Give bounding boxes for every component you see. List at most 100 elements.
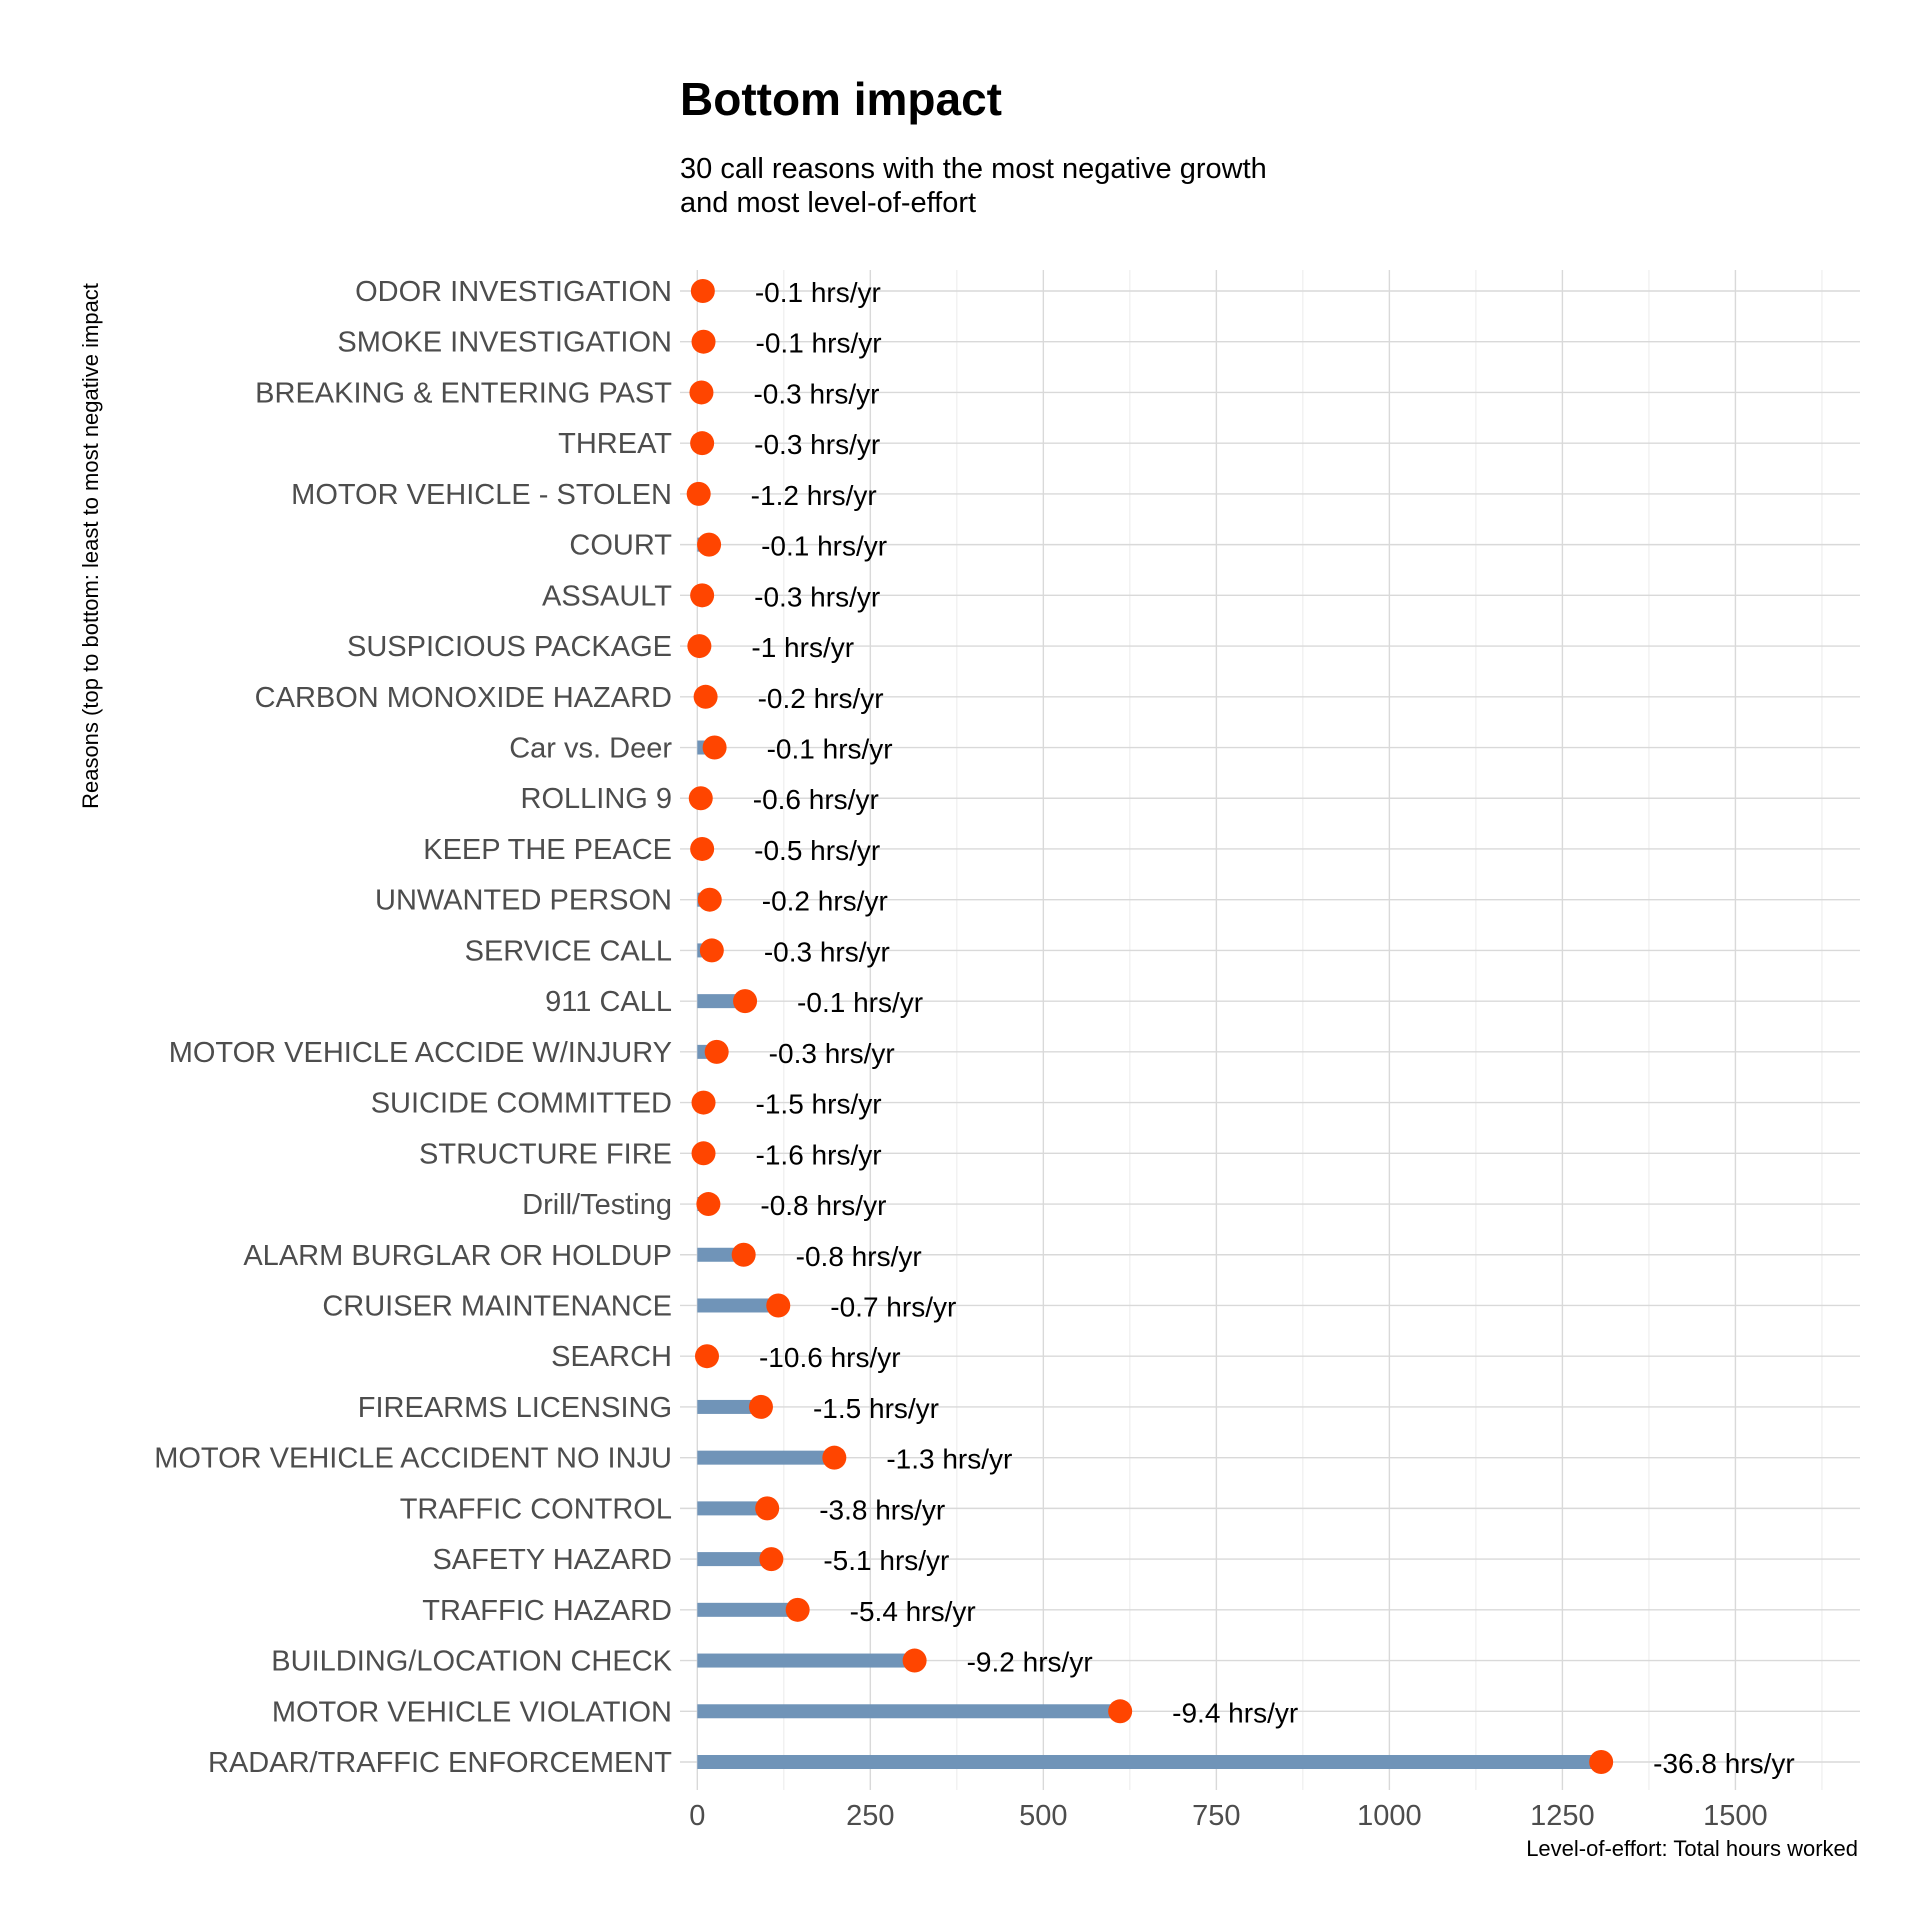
category-label: BUILDING/LOCATION CHECK (271, 1646, 672, 1678)
category-label: MOTOR VEHICLE - STOLEN (291, 479, 672, 511)
category-label: BREAKING & ENTERING PAST (255, 377, 672, 409)
data-point (691, 1141, 716, 1166)
data-point (694, 1344, 719, 1369)
data-point (1589, 1750, 1614, 1774)
data-label: -5.1 hrs/yr (823, 1545, 949, 1576)
category-label: RADAR/TRAFFIC ENFORCEMENT (208, 1747, 672, 1779)
bar (697, 1653, 915, 1668)
data-point (733, 989, 758, 1014)
category-label: ASSAULT (542, 580, 672, 612)
category-label: SERVICE CALL (465, 935, 672, 967)
data-label: -1.5 hrs/yr (756, 1089, 882, 1120)
grid-layer (680, 270, 1860, 1790)
data-label: -0.3 hrs/yr (754, 429, 880, 460)
x-tick-label: 1500 (1703, 1800, 1768, 1832)
x-tick-label: 0 (689, 1800, 705, 1832)
data-label: -0.8 hrs/yr (760, 1190, 886, 1221)
category-label: SMOKE INVESTIGATION (337, 327, 672, 359)
data-point (697, 887, 722, 912)
data-label: -3.8 hrs/yr (819, 1494, 945, 1525)
data-label: -0.3 hrs/yr (764, 936, 890, 967)
data-label: -0.5 hrs/yr (754, 835, 880, 866)
category-label: 911 CALL (545, 986, 672, 1018)
data-label: -0.1 hrs/yr (767, 734, 893, 765)
data-label: -1.2 hrs/yr (751, 480, 877, 511)
category-label: UNWANTED PERSON (375, 885, 672, 917)
data-point (690, 279, 715, 303)
data-point (902, 1648, 927, 1673)
data-point (691, 1090, 716, 1115)
data-point (693, 684, 718, 709)
data-point (690, 836, 715, 861)
data-label: -0.1 hrs/yr (756, 328, 882, 359)
data-label: -5.4 hrs/yr (850, 1596, 976, 1627)
category-label: KEEP THE PEACE (423, 834, 672, 866)
data-point (755, 1496, 780, 1521)
data-point (822, 1445, 847, 1470)
bar (697, 994, 746, 1009)
category-label: COURT (569, 530, 672, 562)
category-labels-layer: ODOR INVESTIGATION SMOKE INVESTIGATION BRE… (154, 276, 672, 1779)
data-point (1108, 1699, 1133, 1724)
bar (697, 1399, 761, 1414)
data-label: -1 hrs/yr (751, 632, 854, 663)
y-axis-title: Reasons (top to bottom: least to most ne… (78, 283, 103, 809)
points-layer (686, 279, 1614, 1774)
data-label: -9.2 hrs/yr (967, 1647, 1093, 1678)
labels-layer: -0.1 hrs/yr -0.1 hrs/yr -0.3 hrs/yr -0.3 hr… (751, 277, 1795, 1779)
x-axis-title: Level-of-effort: Total hours worked (1526, 1836, 1858, 1861)
data-label: -1.6 hrs/yr (756, 1139, 882, 1170)
data-point (748, 1394, 773, 1419)
category-label: Drill/Testing (522, 1189, 672, 1221)
category-label: SAFETY HAZARD (432, 1544, 672, 1576)
tick-labels-layer: 0 250 500 750 1000 1250 1500 (689, 1800, 1767, 1832)
data-label: -0.3 hrs/yr (753, 378, 879, 409)
category-label: MOTOR VEHICLE VIOLATION (272, 1696, 672, 1728)
chart-title: Bottom impact (680, 73, 1002, 125)
category-label: THREAT (558, 428, 672, 460)
data-point (690, 431, 715, 456)
data-label: -0.7 hrs/yr (830, 1291, 956, 1322)
data-label: -0.1 hrs/yr (797, 987, 923, 1018)
bar (697, 1247, 744, 1262)
data-label: -0.3 hrs/yr (769, 1038, 895, 1069)
bar (697, 1501, 768, 1516)
data-label: -0.8 hrs/yr (796, 1241, 922, 1272)
data-label: -0.2 hrs/yr (758, 683, 884, 714)
data-point (759, 1547, 784, 1572)
category-label: SUSPICIOUS PACKAGE (347, 631, 672, 663)
data-point (697, 532, 722, 557)
bar (697, 1602, 798, 1617)
category-label: ALARM BURGLAR OR HOLDUP (243, 1240, 672, 1272)
data-point (699, 938, 724, 963)
data-label: -1.5 hrs/yr (813, 1393, 939, 1424)
bar (697, 1755, 1602, 1769)
data-label: -1.3 hrs/yr (886, 1444, 1012, 1475)
data-point (731, 1242, 756, 1267)
data-point (690, 583, 715, 608)
category-label: MOTOR VEHICLE ACCIDENT NO INJU (154, 1443, 672, 1475)
data-point (688, 786, 713, 811)
category-label: SUICIDE COMMITTED (371, 1088, 672, 1120)
data-label: -36.8 hrs/yr (1653, 1748, 1795, 1779)
data-label: -9.4 hrs/yr (1172, 1697, 1298, 1728)
category-label: ODOR INVESTIGATION (355, 276, 672, 308)
data-point (785, 1597, 810, 1622)
data-label: -0.1 hrs/yr (761, 531, 887, 562)
x-tick-label: 1250 (1530, 1800, 1595, 1832)
x-tick-label: 500 (1019, 1800, 1067, 1832)
bar (697, 1450, 835, 1465)
data-point (689, 380, 714, 405)
category-label: FIREARMS LICENSING (358, 1392, 672, 1424)
category-label: ROLLING 9 (521, 783, 673, 815)
bar (697, 1552, 772, 1567)
category-label: CRUISER MAINTENANCE (322, 1290, 672, 1322)
category-label: STRUCTURE FIRE (419, 1138, 672, 1170)
data-label: -0.1 hrs/yr (755, 277, 881, 308)
data-point (704, 1039, 729, 1064)
data-label: -0.3 hrs/yr (754, 581, 880, 612)
data-point (766, 1293, 791, 1318)
category-label: TRAFFIC HAZARD (422, 1595, 672, 1627)
